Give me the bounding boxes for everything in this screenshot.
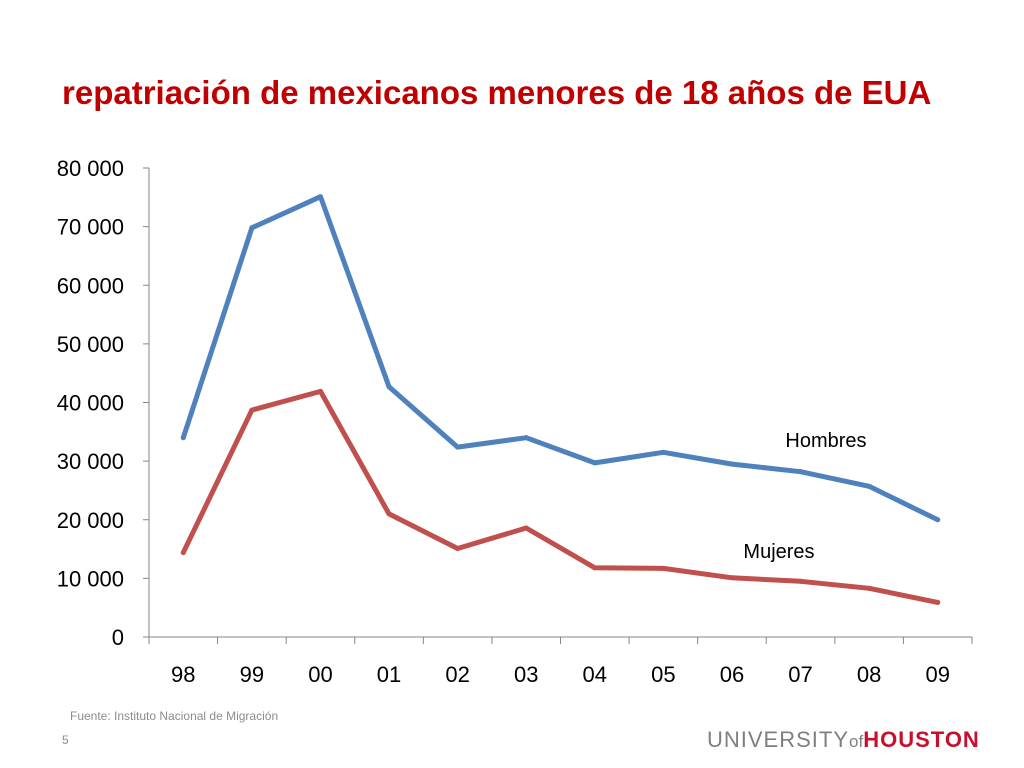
data-point-hombres	[592, 460, 598, 466]
y-tick-label: 70 000	[57, 215, 124, 240]
logo-of: of	[849, 732, 864, 751]
data-point-hombres	[798, 469, 804, 475]
series-line-hombres	[180, 194, 941, 523]
data-point-hombres	[180, 435, 186, 441]
data-point-hombres	[935, 517, 941, 523]
y-tick-label: 40 000	[57, 391, 124, 416]
logo-houston: HOUSTON	[863, 727, 980, 752]
data-point-mujeres	[592, 565, 598, 571]
x-tick-label: 02	[445, 662, 469, 687]
x-tick-label: 03	[514, 662, 538, 687]
y-tick-label: 30 000	[57, 449, 124, 474]
data-point-mujeres	[386, 511, 392, 517]
data-point-hombres	[729, 461, 735, 467]
x-tick-label: 98	[171, 662, 195, 687]
logo-university: UNIVERSITY	[707, 727, 850, 752]
x-tick-label: 05	[651, 662, 675, 687]
y-tick-label: 50 000	[57, 332, 124, 357]
data-point-mujeres	[660, 565, 666, 571]
data-point-mujeres	[455, 545, 461, 551]
data-point-mujeres	[523, 525, 529, 531]
data-point-mujeres	[180, 550, 186, 556]
x-tick-label: 06	[720, 662, 744, 687]
data-point-hombres	[866, 483, 872, 489]
data-point-hombres	[317, 194, 323, 200]
x-tick-label: 00	[308, 662, 332, 687]
x-tick-label: 99	[240, 662, 264, 687]
chart-title: repatriación de mexicanos menores de 18 …	[62, 74, 932, 111]
data-point-hombres	[455, 444, 461, 450]
source-note: Fuente: Instituto Nacional de Migración	[70, 709, 279, 723]
data-point-mujeres	[935, 599, 941, 605]
slide-number: 5	[62, 733, 69, 747]
y-tick-label: 0	[112, 625, 124, 650]
university-logo: UNIVERSITYofHOUSTON	[707, 727, 980, 753]
x-tick-label: 01	[377, 662, 401, 687]
y-tick-label: 60 000	[57, 273, 124, 298]
data-point-mujeres	[798, 578, 804, 584]
data-point-hombres	[249, 225, 255, 231]
x-tick-label: 04	[583, 662, 607, 687]
series-label-mujeres: Mujeres	[743, 541, 814, 563]
y-tick-label: 20 000	[57, 508, 124, 533]
y-tick-label: 80 000	[57, 156, 124, 181]
data-point-mujeres	[866, 585, 872, 591]
x-tick-label: 09	[925, 662, 949, 687]
x-tick-label: 08	[857, 662, 881, 687]
data-point-mujeres	[249, 407, 255, 413]
data-point-mujeres	[317, 388, 323, 394]
series-line-mujeres	[180, 388, 941, 605]
data-point-hombres	[523, 435, 529, 441]
x-tick-label: 07	[788, 662, 812, 687]
data-point-hombres	[386, 384, 392, 390]
y-tick-label: 10 000	[57, 566, 124, 591]
data-point-mujeres	[729, 575, 735, 581]
series-label-hombres: Hombres	[785, 430, 866, 452]
data-point-hombres	[660, 449, 666, 455]
